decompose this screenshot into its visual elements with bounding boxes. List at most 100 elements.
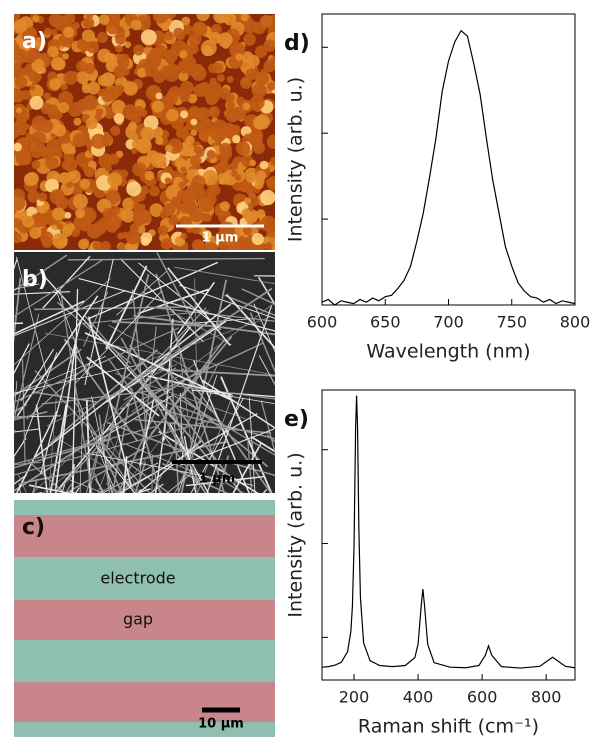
fiber	[44, 332, 275, 376]
grain	[115, 45, 123, 53]
fiber	[174, 266, 275, 285]
fiber	[145, 306, 275, 322]
grain	[181, 16, 191, 26]
grain	[29, 95, 44, 110]
grain	[86, 14, 94, 19]
grain	[224, 229, 237, 242]
fiber	[14, 429, 16, 435]
grain	[128, 121, 137, 131]
grain	[30, 131, 47, 147]
fiber	[108, 324, 202, 376]
grain	[14, 19, 27, 34]
grain	[58, 102, 70, 114]
plot-frame	[321, 389, 576, 681]
grain	[45, 178, 59, 193]
fiber	[253, 303, 275, 353]
grain	[14, 48, 28, 64]
fiber	[167, 267, 231, 346]
grain	[117, 232, 125, 240]
fiber	[16, 256, 48, 378]
grain	[234, 174, 242, 181]
gap-band	[14, 515, 275, 557]
fiber	[118, 408, 186, 493]
fiber	[159, 408, 275, 440]
fiber	[48, 398, 57, 493]
grain	[99, 241, 111, 250]
afm-texture	[14, 14, 275, 250]
grain	[131, 147, 138, 154]
grain	[58, 91, 74, 107]
grain	[58, 172, 71, 184]
fiber	[43, 275, 180, 427]
fiber	[241, 288, 275, 305]
grain	[249, 159, 256, 167]
fiber	[95, 445, 136, 493]
x-tick-label: 800	[531, 688, 562, 707]
grain	[15, 117, 27, 129]
fiber	[14, 291, 71, 295]
grain	[76, 98, 89, 112]
x-tick-label: 800	[560, 313, 591, 332]
fiber	[107, 358, 207, 493]
grain	[82, 19, 91, 27]
grain	[132, 138, 144, 150]
grain	[139, 203, 146, 210]
fiber	[54, 339, 77, 490]
grain	[52, 233, 68, 249]
grain	[202, 169, 219, 186]
grain	[178, 90, 191, 102]
fiber	[78, 277, 275, 332]
grain	[259, 14, 274, 29]
grain	[217, 32, 233, 48]
grain	[87, 81, 101, 95]
grain	[192, 188, 206, 201]
grain	[251, 83, 267, 99]
grain	[165, 91, 178, 105]
grain	[204, 88, 220, 104]
grain	[113, 113, 125, 124]
grain	[84, 166, 95, 178]
grain	[101, 88, 115, 103]
spectrum-line	[321, 395, 576, 669]
grain	[132, 202, 141, 211]
grain	[56, 222, 64, 230]
fiber	[258, 355, 275, 386]
grain	[86, 40, 100, 54]
grain	[122, 104, 138, 120]
fiber	[65, 446, 147, 493]
grain	[115, 34, 127, 45]
fiber	[114, 462, 174, 493]
grain	[160, 238, 173, 250]
grain	[215, 161, 228, 174]
fiber	[116, 270, 168, 316]
fiber	[158, 368, 275, 377]
x-tick-label: 650	[370, 313, 401, 332]
fiber	[14, 456, 15, 493]
fiber	[120, 342, 264, 410]
y-axis-label: Intensity (arb. u.)	[285, 77, 307, 242]
grain	[73, 117, 82, 126]
fiber	[88, 261, 219, 319]
grain	[40, 147, 53, 160]
grain	[198, 196, 215, 213]
grain	[173, 144, 181, 152]
fiber	[125, 460, 170, 493]
fiber	[133, 314, 275, 336]
grain	[253, 115, 268, 130]
fiber	[220, 376, 273, 493]
grain	[23, 172, 37, 187]
fiber	[94, 437, 124, 493]
grain	[134, 105, 145, 116]
panel-label: e)	[284, 407, 309, 432]
grain	[256, 170, 267, 181]
fiber	[91, 396, 113, 493]
grain	[260, 189, 275, 206]
grain	[78, 217, 92, 232]
grain	[149, 185, 160, 197]
grain	[60, 83, 68, 91]
grain	[166, 108, 179, 122]
grain	[32, 15, 40, 23]
x-axis-label: Raman shift (cm⁻¹)	[358, 716, 539, 737]
grain	[226, 75, 234, 83]
grain	[104, 164, 112, 173]
